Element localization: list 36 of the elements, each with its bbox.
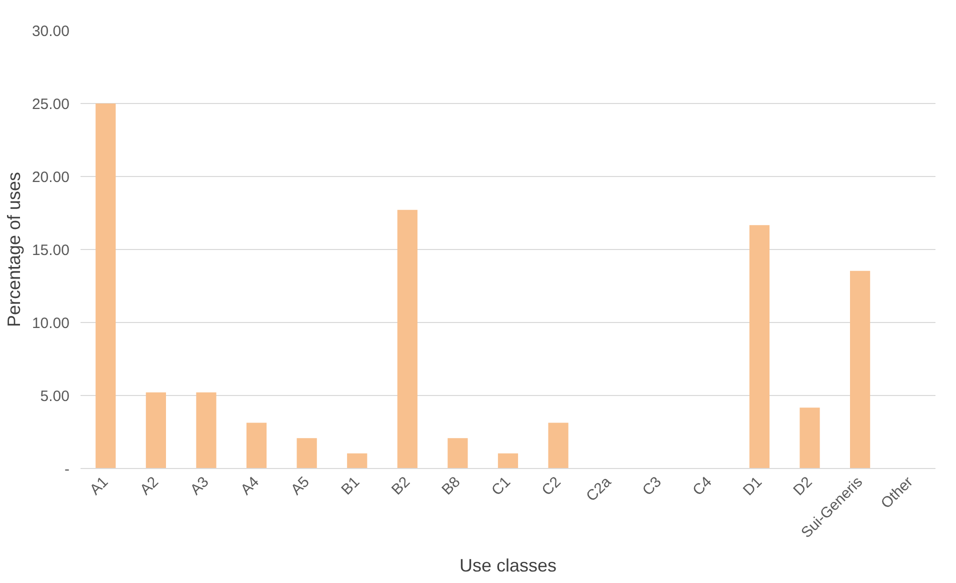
y-tick-label: 15.00 [32, 242, 70, 259]
y-tick-label: 30.00 [32, 23, 70, 40]
x-tick-label: A4 [238, 473, 263, 498]
x-tick-label: C3 [639, 473, 665, 500]
bar [800, 408, 820, 468]
bar [146, 392, 166, 468]
x-tick-label: D1 [740, 473, 766, 500]
bar [498, 453, 518, 468]
x-tick-label: B8 [438, 473, 464, 498]
x-tick-label: A5 [288, 473, 313, 498]
x-tick-label: A2 [136, 473, 162, 498]
bar [246, 422, 267, 468]
bar [397, 210, 418, 468]
bar [548, 422, 568, 468]
x-axis-title: Use classes [459, 556, 557, 576]
y-tick-label: - [64, 461, 70, 478]
bar [347, 453, 368, 468]
x-tick-label: A3 [187, 473, 212, 498]
x-tick-label: C2a [583, 473, 616, 505]
x-tick-label: C4 [690, 473, 716, 500]
bar [296, 438, 317, 468]
y-tick-label: 10.00 [32, 315, 70, 332]
bar [196, 392, 216, 468]
bar [448, 438, 468, 468]
y-tick-label: 5.00 [40, 388, 70, 405]
x-tick-label: A1 [86, 473, 112, 498]
y-tick-label: 20.00 [32, 169, 70, 186]
y-axis-title: Percentage of uses [4, 172, 24, 328]
bar [96, 104, 116, 468]
x-tick-label: B2 [388, 473, 414, 498]
y-tick-label: 25.00 [32, 96, 70, 113]
bar [749, 225, 770, 468]
x-tick-label: C2 [538, 473, 564, 500]
x-tick-label: B1 [338, 473, 364, 498]
bar [850, 270, 870, 468]
x-tick-label: C1 [488, 473, 514, 500]
